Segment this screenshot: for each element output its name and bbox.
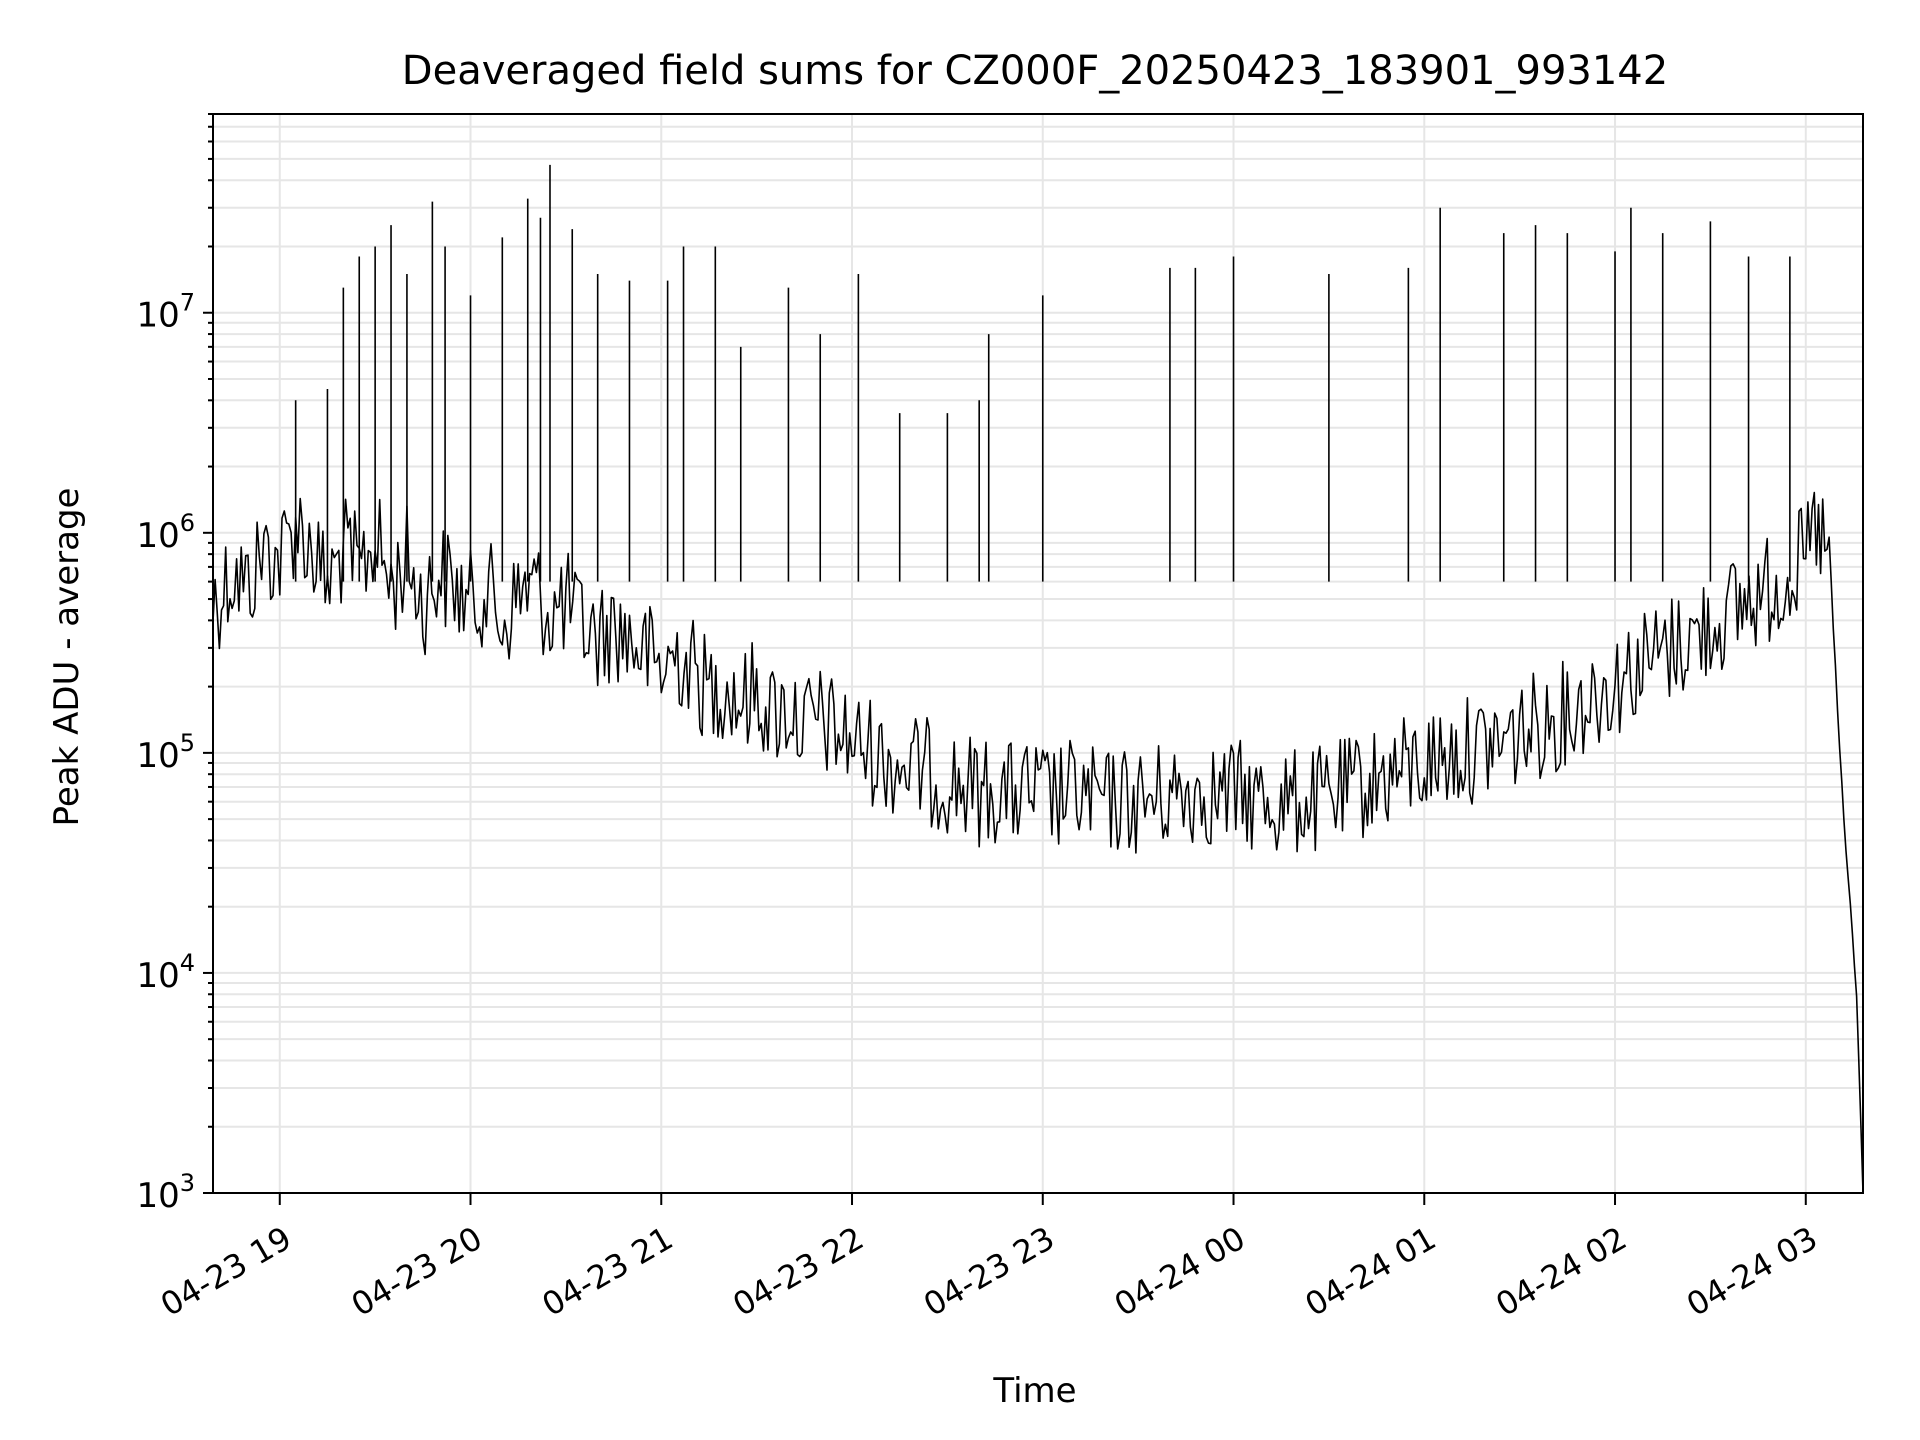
- y-tick-label: 105: [136, 729, 195, 776]
- y-tick-base: 10: [136, 1176, 179, 1216]
- y-tick-exponent: 5: [180, 729, 195, 757]
- y-tick-exponent: 6: [180, 509, 195, 537]
- y-tick-exponent: 7: [180, 289, 195, 317]
- y-tick-base: 10: [136, 956, 179, 996]
- x-axis-label: Time: [992, 1371, 1076, 1411]
- y-tick-base: 10: [136, 516, 179, 556]
- y-tick-base: 10: [136, 736, 179, 776]
- chart-title: Deaveraged field sums for CZ000F_2025042…: [402, 48, 1668, 94]
- plot-frame: [212, 113, 1864, 1194]
- series-line: [212, 491, 1864, 1194]
- y-tick-base: 10: [136, 296, 179, 336]
- y-tick-label: 106: [136, 509, 195, 556]
- y-tick-exponent: 3: [180, 1169, 195, 1197]
- y-tick-exponent: 4: [180, 949, 195, 977]
- y-tick-label: 104: [136, 949, 195, 996]
- data-series: [212, 164, 1864, 1194]
- grid-lines: [213, 113, 1863, 1194]
- y-axis-label: Peak ADU - average: [47, 488, 87, 827]
- y-tick-label: 103: [136, 1169, 195, 1216]
- y-tick-label: 107: [136, 289, 195, 336]
